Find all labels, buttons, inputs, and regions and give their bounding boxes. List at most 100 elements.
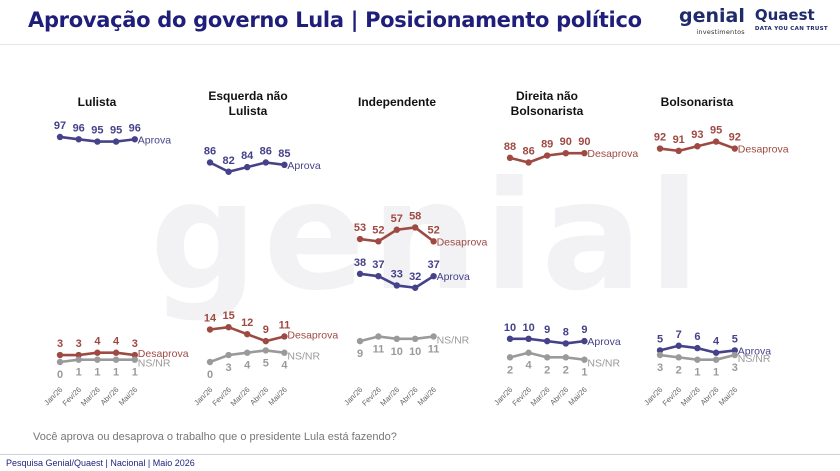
x-tick-label-bolsonarista: Mai/26 (717, 385, 739, 407)
data-label-independente-desaprova: 52 (372, 224, 384, 236)
x-tick-label-bolsonarista: Mar/26 (679, 385, 702, 408)
point-direita-nao-bolsonarista-ns-nr (562, 354, 569, 361)
data-label-direita-nao-bolsonarista-desaprova: 90 (560, 136, 572, 148)
point-lulista-aprova (94, 138, 101, 145)
x-tick-label-bolsonarista: Jan/26 (642, 385, 664, 407)
data-label-esquerda-nao-lulista-desaprova: 15 (222, 310, 234, 322)
point-direita-nao-bolsonarista-aprova (506, 335, 514, 342)
point-bolsonarista-ns-nr (656, 351, 664, 359)
footer-divider (0, 454, 840, 455)
data-label-bolsonarista-aprova: 4 (713, 336, 720, 348)
data-label-esquerda-nao-lulista-desaprova: 9 (263, 324, 269, 336)
point-esquerda-nao-lulista-ns-nr (244, 349, 251, 356)
data-label-independente-ns-nr: 9 (357, 348, 363, 360)
point-esquerda-nao-lulista-aprova (281, 161, 288, 168)
point-lulista-aprova (112, 138, 120, 145)
logos: genial investimentos Quaest DATA YOU CAN… (679, 5, 828, 40)
point-lulista-aprova (75, 136, 82, 143)
data-label-direita-nao-bolsonarista-desaprova: 88 (504, 141, 516, 153)
point-bolsonarista-desaprova (694, 143, 701, 150)
data-label-independente-ns-nr: 11 (373, 343, 385, 355)
x-tick-label-direita-nao-bolsonarista: Abr/26 (548, 385, 570, 407)
panel-title-esquerda-nao-lulista: Esquerda não (208, 89, 287, 103)
data-label-esquerda-nao-lulista-ns-nr: 5 (263, 357, 269, 369)
data-label-independente-aprova: 38 (354, 257, 366, 269)
panel-title-independente: Independente (358, 95, 436, 109)
point-direita-nao-bolsonarista-desaprova (581, 150, 588, 157)
data-label-independente-aprova: 37 (427, 259, 439, 271)
data-label-lulista-aprova: 96 (129, 122, 141, 134)
x-tick-label-lulista: Fev/26 (61, 385, 84, 408)
data-label-direita-nao-bolsonarista-aprova: 9 (544, 324, 550, 336)
genial-logo: genial investimentos (679, 5, 745, 37)
point-esquerda-nao-lulista-desaprova (225, 324, 232, 331)
data-label-direita-nao-bolsonarista-aprova: 8 (563, 326, 569, 338)
point-lulista-ns-nr (56, 358, 64, 366)
series-label-independente-aprova: Aprova (437, 271, 470, 283)
point-independente-aprova (430, 272, 437, 280)
data-label-independente-aprova: 37 (372, 259, 384, 271)
point-independente-aprova (375, 272, 382, 280)
point-lulista-desaprova (94, 349, 101, 356)
point-independente-desaprova (412, 224, 419, 231)
data-label-esquerda-nao-lulista-aprova: 85 (278, 148, 290, 160)
point-esquerda-nao-lulista-desaprova (281, 333, 288, 340)
point-independente-ns-nr (412, 335, 419, 342)
data-label-bolsonarista-aprova: 5 (657, 333, 663, 345)
data-label-bolsonarista-aprova: 6 (694, 331, 700, 343)
point-lulista-desaprova (56, 351, 64, 359)
source-note: Pesquisa Genial/Quaest | Nacional | Maio… (6, 458, 195, 468)
point-independente-ns-nr (375, 333, 382, 340)
series-label-direita-nao-bolsonarista-aprova: Aprova (587, 336, 620, 348)
x-tick-label-lulista: Mai/26 (117, 385, 139, 407)
series-label-bolsonarista-desaprova: Desaprova (738, 144, 789, 156)
data-label-direita-nao-bolsonarista-ns-nr: 2 (507, 364, 513, 376)
point-bolsonarista-ns-nr (694, 356, 701, 363)
series-label-bolsonarista-aprova: Aprova (738, 345, 771, 357)
data-label-independente-aprova: 33 (391, 268, 403, 280)
panel-title-lulista: Lulista (78, 95, 117, 109)
data-label-esquerda-nao-lulista-ns-nr: 3 (226, 362, 232, 374)
point-bolsonarista-desaprova (712, 138, 720, 145)
x-tick-label-lulista: Abr/26 (99, 385, 121, 407)
point-bolsonarista-aprova (694, 344, 701, 352)
data-label-esquerda-nao-lulista-desaprova: 11 (279, 319, 291, 331)
point-bolsonarista-aprova (675, 342, 682, 349)
point-direita-nao-bolsonarista-ns-nr (581, 356, 588, 363)
data-label-independente-ns-nr: 11 (428, 343, 440, 355)
point-bolsonarista-aprova (712, 349, 720, 356)
data-label-lulista-aprova: 95 (110, 125, 122, 137)
point-independente-aprova (412, 284, 419, 291)
data-label-lulista-desaprova: 3 (57, 338, 63, 350)
data-label-esquerda-nao-lulista-desaprova: 14 (204, 313, 217, 325)
data-label-lulista-aprova: 95 (91, 125, 103, 137)
data-label-lulista-aprova: 97 (54, 120, 66, 132)
data-label-esquerda-nao-lulista-aprova: 86 (260, 145, 272, 157)
data-label-bolsonarista-aprova: 7 (676, 329, 682, 341)
series-label-direita-nao-bolsonarista-ns-nr: NS/NR (587, 358, 620, 370)
point-independente-desaprova (356, 235, 364, 243)
data-label-bolsonarista-desaprova: 93 (691, 129, 703, 141)
quaest-logo: Quaest DATA YOU CAN TRUST (754, 6, 828, 33)
point-direita-nao-bolsonarista-ns-nr (506, 354, 514, 361)
x-tick-label-independente: Mai/26 (416, 385, 438, 407)
x-tick-label-esquerda-nao-lulista: Mar/26 (229, 385, 252, 408)
series-label-independente-ns-nr: NS/NR (437, 334, 470, 346)
series-label-lulista-aprova: Aprova (138, 134, 171, 146)
data-label-direita-nao-bolsonarista-desaprova: 89 (541, 139, 553, 151)
point-lulista-aprova (56, 133, 64, 141)
data-label-direita-nao-bolsonarista-ns-nr: 2 (544, 364, 550, 376)
point-lulista-aprova (131, 136, 138, 143)
x-tick-label-lulista: Jan/26 (42, 385, 64, 407)
x-tick-label-direita-nao-bolsonarista: Jan/26 (492, 385, 514, 407)
point-lulista-desaprova (112, 349, 120, 356)
point-lulista-ns-nr (112, 356, 120, 363)
data-label-lulista-desaprova: 4 (94, 336, 101, 348)
x-tick-label-independente: Fev/26 (360, 385, 383, 408)
page-title: Aprovação do governo Lula | Posicionamen… (28, 8, 642, 32)
data-label-bolsonarista-ns-nr: 3 (732, 362, 738, 374)
point-independente-desaprova (393, 226, 400, 233)
data-label-independente-ns-nr: 10 (391, 346, 403, 358)
data-label-bolsonarista-ns-nr: 3 (657, 362, 663, 374)
data-label-independente-ns-nr: 10 (409, 346, 421, 358)
